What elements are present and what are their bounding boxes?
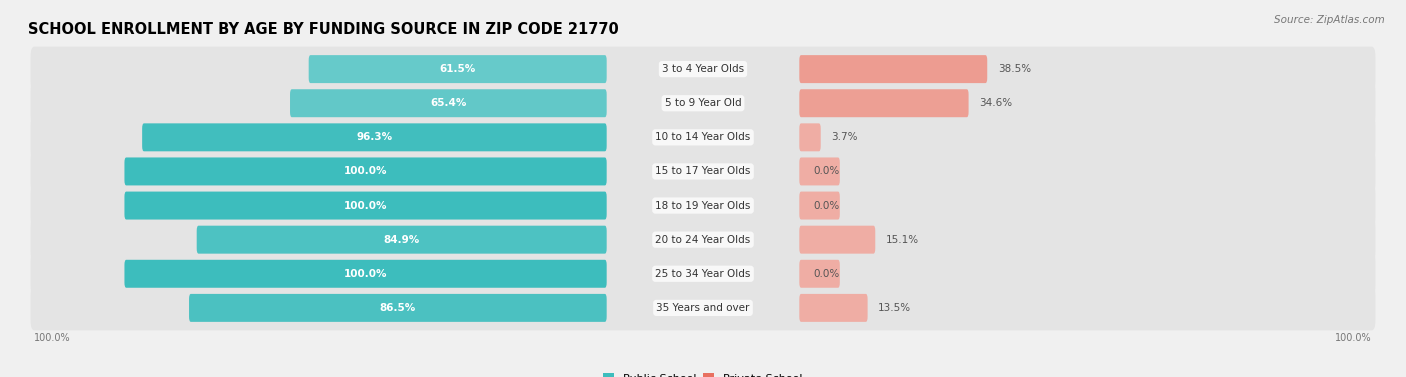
Text: 100.0%: 100.0%: [344, 269, 387, 279]
Text: 100.0%: 100.0%: [344, 201, 387, 211]
Text: 34.6%: 34.6%: [979, 98, 1012, 108]
Text: 0.0%: 0.0%: [814, 166, 839, 176]
Text: 5 to 9 Year Old: 5 to 9 Year Old: [665, 98, 741, 108]
Text: Source: ZipAtlas.com: Source: ZipAtlas.com: [1274, 15, 1385, 25]
Text: 0.0%: 0.0%: [814, 201, 839, 211]
FancyBboxPatch shape: [31, 149, 1375, 194]
Text: 3.7%: 3.7%: [831, 132, 858, 143]
FancyBboxPatch shape: [188, 294, 606, 322]
Legend: Public School, Private School: Public School, Private School: [598, 368, 808, 377]
Text: 86.5%: 86.5%: [380, 303, 416, 313]
FancyBboxPatch shape: [125, 260, 606, 288]
Text: 13.5%: 13.5%: [877, 303, 911, 313]
FancyBboxPatch shape: [125, 158, 606, 185]
FancyBboxPatch shape: [31, 183, 1375, 228]
Text: 18 to 19 Year Olds: 18 to 19 Year Olds: [655, 201, 751, 211]
Text: 100.0%: 100.0%: [34, 334, 70, 343]
FancyBboxPatch shape: [800, 55, 987, 83]
FancyBboxPatch shape: [31, 115, 1375, 160]
FancyBboxPatch shape: [31, 47, 1375, 92]
Text: 65.4%: 65.4%: [430, 98, 467, 108]
FancyBboxPatch shape: [31, 81, 1375, 126]
Text: 0.0%: 0.0%: [814, 269, 839, 279]
FancyBboxPatch shape: [800, 89, 969, 117]
Text: 15.1%: 15.1%: [886, 234, 920, 245]
Text: 20 to 24 Year Olds: 20 to 24 Year Olds: [655, 234, 751, 245]
FancyBboxPatch shape: [31, 251, 1375, 296]
FancyBboxPatch shape: [800, 260, 839, 288]
Text: 100.0%: 100.0%: [1336, 334, 1372, 343]
FancyBboxPatch shape: [800, 192, 839, 219]
FancyBboxPatch shape: [31, 217, 1375, 262]
FancyBboxPatch shape: [125, 192, 606, 219]
FancyBboxPatch shape: [800, 294, 868, 322]
Text: 35 Years and over: 35 Years and over: [657, 303, 749, 313]
FancyBboxPatch shape: [197, 226, 606, 254]
Text: 61.5%: 61.5%: [440, 64, 475, 74]
Text: 100.0%: 100.0%: [344, 166, 387, 176]
FancyBboxPatch shape: [309, 55, 606, 83]
FancyBboxPatch shape: [290, 89, 606, 117]
FancyBboxPatch shape: [800, 123, 821, 151]
FancyBboxPatch shape: [142, 123, 606, 151]
Text: 96.3%: 96.3%: [356, 132, 392, 143]
Text: 38.5%: 38.5%: [998, 64, 1031, 74]
Text: 3 to 4 Year Olds: 3 to 4 Year Olds: [662, 64, 744, 74]
Text: 25 to 34 Year Olds: 25 to 34 Year Olds: [655, 269, 751, 279]
FancyBboxPatch shape: [31, 285, 1375, 330]
Text: SCHOOL ENROLLMENT BY AGE BY FUNDING SOURCE IN ZIP CODE 21770: SCHOOL ENROLLMENT BY AGE BY FUNDING SOUR…: [28, 22, 619, 37]
Text: 84.9%: 84.9%: [384, 234, 420, 245]
FancyBboxPatch shape: [800, 226, 876, 254]
Text: 10 to 14 Year Olds: 10 to 14 Year Olds: [655, 132, 751, 143]
Text: 15 to 17 Year Olds: 15 to 17 Year Olds: [655, 166, 751, 176]
FancyBboxPatch shape: [800, 158, 839, 185]
